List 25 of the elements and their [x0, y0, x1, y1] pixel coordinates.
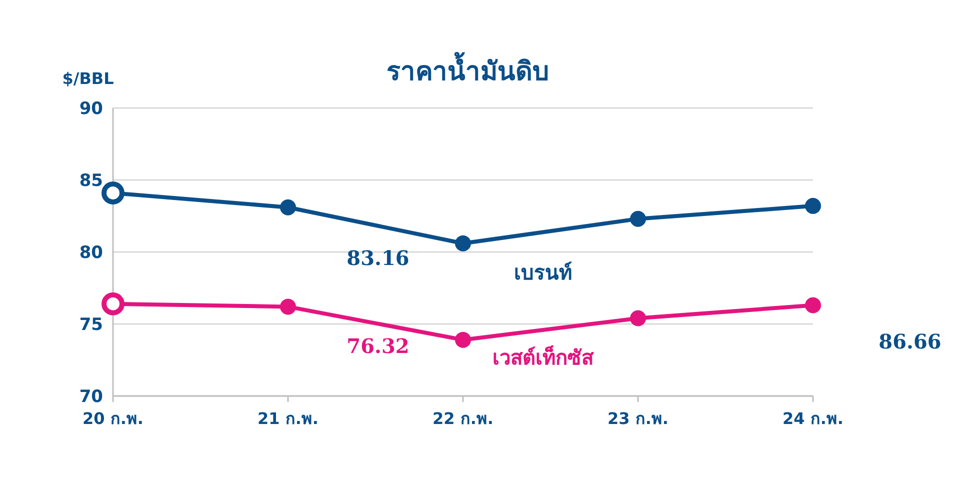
point — [630, 210, 646, 227]
y-tick-label: 75 — [79, 314, 103, 335]
point — [455, 235, 471, 252]
y-tick-label: 90 — [79, 98, 104, 119]
x-tick-label: 23 ก.พ. — [608, 409, 668, 428]
point — [805, 198, 821, 214]
y-tick-label: 80 — [79, 242, 104, 263]
y-tick-label: 85 — [79, 170, 103, 191]
y-tick-label: 70 — [79, 386, 104, 407]
point — [280, 199, 296, 216]
point — [280, 298, 296, 315]
series-label: เบรนท์ — [514, 260, 572, 284]
text: 86.66 — [878, 329, 942, 354]
chart-title: ราคาน้ำมันดิบ — [386, 51, 550, 87]
y-axis-title: $/BBL — [62, 69, 114, 88]
x-tick-label: 20 ก.พ. — [82, 409, 144, 428]
point — [630, 310, 646, 326]
x-tick-label: 21 ก.พ. — [258, 409, 318, 428]
x-tick-label: 22 ก.พ. — [432, 409, 494, 428]
point — [455, 332, 471, 348]
point — [805, 297, 821, 314]
x-tick-label: 24 ก.พ. — [782, 409, 844, 428]
series-label: เวสต์เท็กซัส — [492, 344, 594, 370]
annotation: 76.32 — [346, 334, 410, 358]
annotation: 83.16 — [346, 246, 410, 270]
